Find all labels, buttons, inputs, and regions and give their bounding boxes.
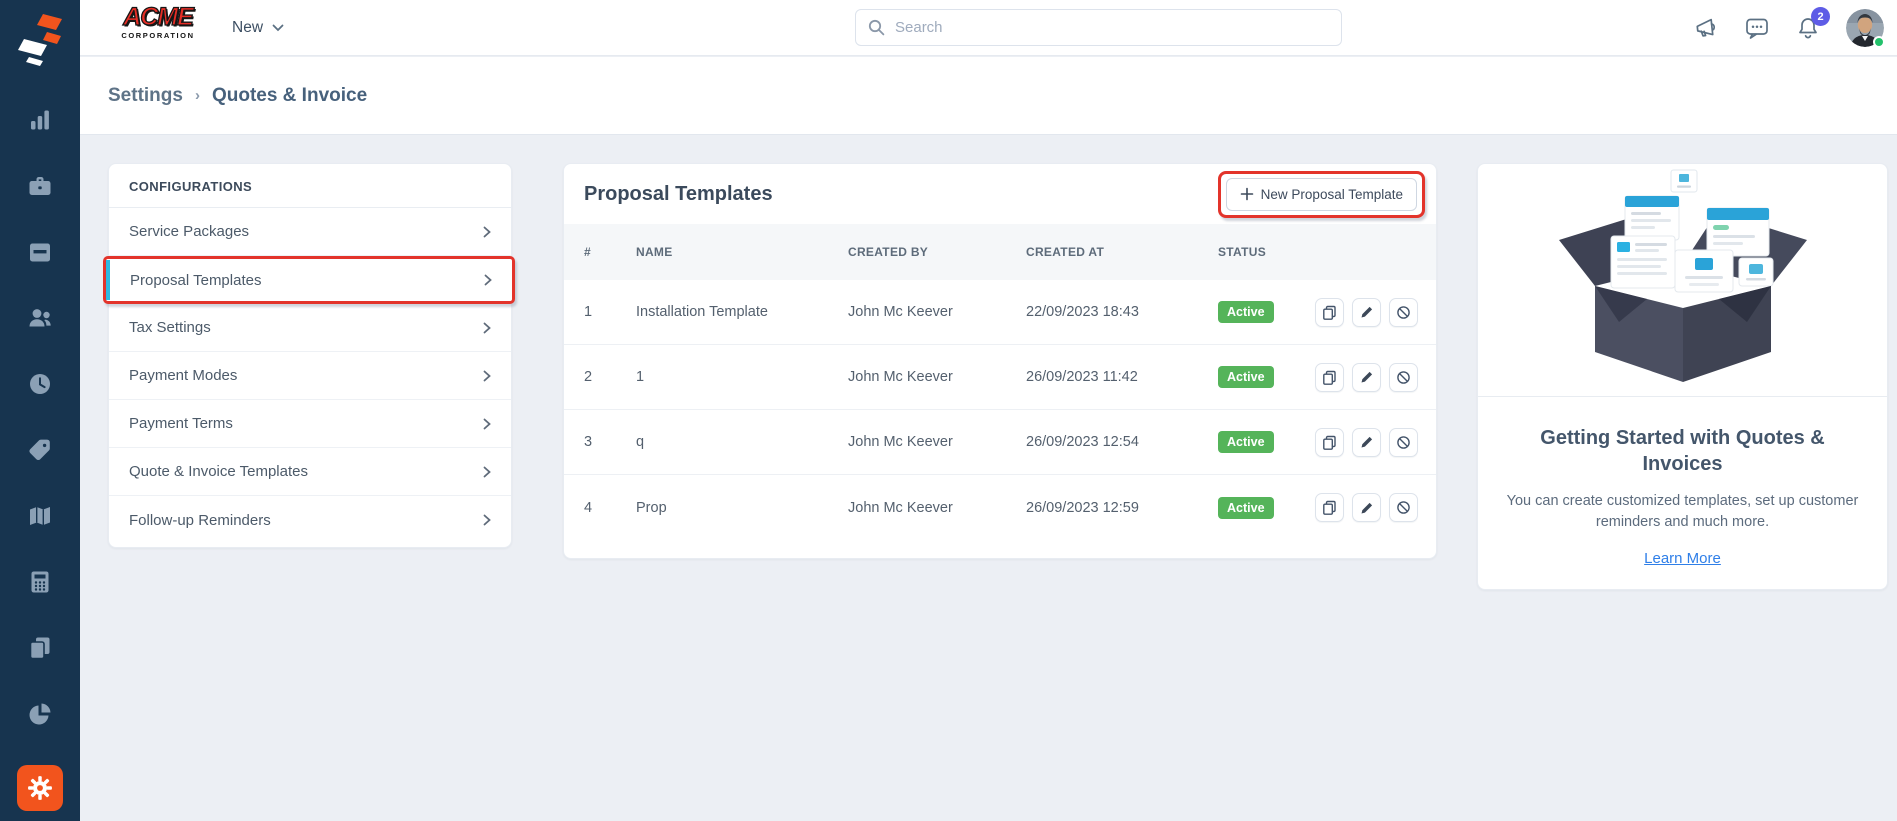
chevron-right-icon xyxy=(483,466,491,477)
col-created-by: CREATED BY xyxy=(848,245,929,259)
chevron-right-icon xyxy=(483,418,491,429)
timesheets-clock-icon[interactable] xyxy=(27,370,54,397)
template-name: q xyxy=(636,434,645,450)
sidebar-nav xyxy=(27,106,54,727)
breadcrumb: Settings › Quotes & Invoice xyxy=(80,57,1897,135)
col-name: NAME xyxy=(636,245,673,259)
search-input[interactable] xyxy=(895,19,1329,36)
reports-pie-chart-icon[interactable] xyxy=(27,700,54,727)
user-avatar[interactable] xyxy=(1846,9,1885,48)
deactivate-button[interactable] xyxy=(1389,362,1418,392)
table-row: 2 1 John Mc Keever 26/09/2023 11:42 Acti… xyxy=(564,345,1436,410)
schedule-calendar-icon[interactable] xyxy=(27,238,54,265)
config-item-quote-invoice-templates[interactable]: Quote & Invoice Templates xyxy=(109,448,511,496)
messages-chat-icon[interactable] xyxy=(1744,15,1770,41)
search-icon xyxy=(868,19,885,36)
col-created-at: CREATED AT xyxy=(1026,245,1105,259)
tags-icon[interactable] xyxy=(27,436,54,463)
deactivate-button[interactable] xyxy=(1389,427,1418,457)
proposal-templates-panel: Proposal Templates New Proposal Template… xyxy=(563,163,1437,559)
getting-started-text: You can create customized templates, set… xyxy=(1506,492,1859,530)
announcements-megaphone-icon[interactable] xyxy=(1693,15,1719,41)
chevron-right-icon xyxy=(483,370,491,381)
zuper-logo-icon xyxy=(18,14,62,66)
template-name: 1 xyxy=(636,369,645,385)
jobs-briefcase-icon[interactable] xyxy=(27,172,54,199)
getting-started-heading: Getting Started with Quotes & Invoices xyxy=(1540,427,1825,476)
documents-copy-icon[interactable] xyxy=(27,634,54,661)
notifications-bell-icon[interactable]: 2 xyxy=(1795,7,1830,41)
topbar: ACME CORPORATION New xyxy=(80,0,1897,56)
acme-company-logo[interactable]: ACME CORPORATION xyxy=(115,3,201,40)
annotation-box-new-template: New Proposal Template xyxy=(1217,170,1425,218)
config-item-follow-up-reminders[interactable]: Follow-up Reminders xyxy=(109,496,511,544)
new-proposal-template-button[interactable]: New Proposal Template xyxy=(1225,177,1417,211)
learn-more-link[interactable]: Learn More xyxy=(1644,549,1721,567)
panel-title: Proposal Templates xyxy=(584,182,773,205)
service-territory-map-icon[interactable] xyxy=(27,502,54,529)
topbar-icons: 2 xyxy=(1693,0,1885,56)
app-sidebar xyxy=(0,0,80,821)
chevron-right-icon xyxy=(484,274,492,286)
table-row: 4 Prop John Mc Keever 26/09/2023 12:59 A… xyxy=(564,475,1436,540)
plus-icon xyxy=(1240,187,1253,201)
acme-logo-subtext: CORPORATION xyxy=(121,31,195,40)
template-name: Installation Template xyxy=(636,304,768,320)
config-item-payment-terms[interactable]: Payment Terms xyxy=(109,400,511,448)
status-badge: Active xyxy=(1218,366,1274,388)
config-item-tax-settings[interactable]: Tax Settings xyxy=(109,304,511,352)
duplicate-button[interactable] xyxy=(1315,427,1344,457)
settings-gear-icon[interactable] xyxy=(17,765,63,811)
edit-pencil-button[interactable] xyxy=(1352,493,1381,522)
edit-pencil-button[interactable] xyxy=(1352,297,1381,327)
global-search xyxy=(855,9,1342,46)
dashboard-icon[interactable] xyxy=(27,106,54,133)
status-badge: Active xyxy=(1218,301,1274,323)
getting-started-illustration xyxy=(1478,164,1887,397)
chevron-right-icon xyxy=(483,514,491,526)
status-badge: Active xyxy=(1218,431,1274,453)
col-status: STATUS xyxy=(1218,245,1267,259)
table-row: 1 Installation Template John Mc Keever 2… xyxy=(564,280,1436,345)
configurations-title: CONFIGURATIONS xyxy=(109,164,511,208)
duplicate-button[interactable] xyxy=(1315,362,1344,392)
page-title: Quotes & Invoice xyxy=(211,84,368,106)
breadcrumb-separator: › xyxy=(194,87,200,104)
breadcrumb-settings-link[interactable]: Settings xyxy=(108,84,183,106)
edit-pencil-button[interactable] xyxy=(1352,427,1381,457)
selected-item-accent xyxy=(106,260,110,300)
template-name: Prop xyxy=(636,499,667,516)
config-item-payment-modes[interactable]: Payment Modes xyxy=(109,352,511,400)
new-dropdown-label: New xyxy=(232,19,264,36)
chevron-down-icon xyxy=(272,24,284,32)
table-row: 3 q John Mc Keever 26/09/2023 12:54 Acti… xyxy=(564,410,1436,475)
config-item-service-packages[interactable]: Service Packages xyxy=(109,208,511,256)
chevron-right-icon xyxy=(483,226,491,237)
acme-logo-text: ACME xyxy=(123,3,195,31)
deactivate-button[interactable] xyxy=(1389,493,1418,522)
duplicate-button[interactable] xyxy=(1315,493,1344,522)
deactivate-button[interactable] xyxy=(1389,297,1418,327)
status-badge: Active xyxy=(1218,496,1274,519)
table-header: # NAME CREATED BY CREATED AT STATUS xyxy=(564,224,1436,280)
duplicate-button[interactable] xyxy=(1315,297,1344,327)
getting-started-card: Getting Started with Quotes & Invoices Y… xyxy=(1477,163,1888,590)
customers-users-icon[interactable] xyxy=(27,304,54,331)
new-dropdown-button[interactable]: New xyxy=(232,0,284,56)
estimates-calculator-icon[interactable] xyxy=(27,568,54,595)
edit-pencil-button[interactable] xyxy=(1352,362,1381,392)
config-item-proposal-templates[interactable]: Proposal Templates xyxy=(103,256,515,304)
notification-count-badge: 2 xyxy=(1811,7,1830,26)
chevron-right-icon xyxy=(483,322,491,333)
col-num: # xyxy=(584,245,591,259)
online-status-dot xyxy=(1873,36,1885,48)
configurations-panel: CONFIGURATIONS Service Packages Proposal… xyxy=(103,163,515,548)
